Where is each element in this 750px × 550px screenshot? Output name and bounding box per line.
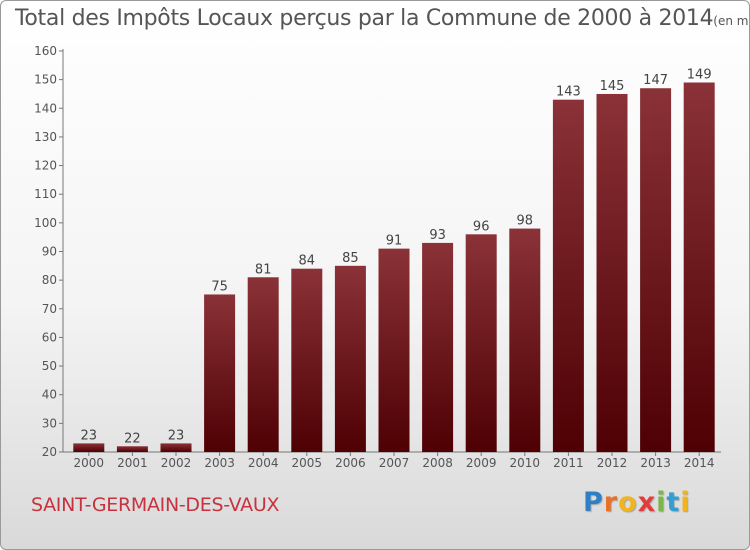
bar: [291, 268, 323, 452]
y-tick-label: 20: [42, 445, 57, 459]
logo-letter: i: [680, 487, 691, 518]
bar: [683, 82, 715, 452]
bar: [204, 294, 236, 452]
y-tick-label: 60: [42, 330, 57, 344]
y-tick-label: 70: [42, 302, 57, 316]
logo-letter: r: [603, 487, 619, 518]
x-tick-label: 2013: [640, 456, 671, 470]
bar-value-label: 23: [168, 428, 185, 443]
y-tick-label: 30: [42, 416, 57, 430]
proxiti-logo: Proxiti: [583, 487, 691, 518]
bar: [509, 228, 541, 452]
chart-title-text: Total des Impôts Locaux perçus par la Co…: [15, 6, 714, 31]
axes: 20 30 40 50 60 70 80 90 100 110 120 130 140 150 160 200…: [34, 44, 721, 470]
bar: [465, 234, 497, 452]
bar: [160, 443, 192, 452]
x-tick-label: 2011: [553, 456, 584, 470]
bar: [334, 265, 366, 452]
y-tick-label: 130: [34, 130, 57, 144]
bar-value-label: 96: [473, 219, 490, 234]
y-tick-label: 110: [34, 187, 57, 201]
bar: [640, 88, 672, 452]
bar-value-label: 75: [211, 279, 228, 294]
y-tick-label: 150: [34, 73, 57, 87]
bar-value-label: 91: [386, 234, 403, 249]
bar: [73, 443, 105, 452]
bar: [116, 446, 148, 452]
x-tick-label: 2002: [161, 456, 192, 470]
x-tick-label: 2000: [74, 456, 105, 470]
bar-value-label: 98: [517, 214, 534, 229]
bar-value-label: 85: [342, 251, 359, 266]
y-tick-label: 80: [42, 273, 57, 287]
chart-unit: (en milliers d'€): [713, 14, 749, 28]
bar: [552, 99, 584, 452]
x-tick-label: 2010: [510, 456, 541, 470]
bar: [247, 277, 279, 452]
bar-value-label: 145: [600, 79, 625, 94]
logo-letter: t: [666, 487, 681, 518]
x-tick-label: 2006: [335, 456, 366, 470]
x-tick-label: 2003: [204, 456, 235, 470]
x-tick-label: 2007: [379, 456, 410, 470]
y-tick-label: 100: [34, 216, 57, 230]
value-labels: 23 22 23 75 81 84 85 91 93 96 98 143 145 147 149: [81, 68, 712, 447]
x-tick-label: 2004: [248, 456, 279, 470]
chart-title: Total des Impôts Locaux perçus par la Co…: [15, 6, 749, 31]
bar-value-label: 22: [124, 431, 141, 446]
x-tick-label: 2001: [117, 456, 148, 470]
y-tick-label: 160: [34, 44, 57, 58]
y-tick-label: 90: [42, 245, 57, 259]
x-tick-label: 2009: [466, 456, 497, 470]
x-tick-label: 2008: [422, 456, 453, 470]
x-tick-label: 2005: [292, 456, 323, 470]
bar-value-label: 93: [429, 228, 446, 243]
commune-name: SAINT-GERMAIN-DES-VAUX: [31, 494, 280, 516]
logo-letter: i: [656, 487, 667, 518]
x-tick-label: 2012: [597, 456, 628, 470]
bar: [378, 248, 410, 452]
logo-letter: x: [637, 487, 657, 518]
bar: [596, 93, 628, 452]
bar-value-label: 149: [687, 68, 712, 83]
bar-value-label: 84: [299, 254, 316, 269]
y-tick-label: 120: [34, 159, 57, 173]
y-tick-label: 140: [34, 101, 57, 115]
bar: [422, 242, 454, 452]
bar-value-label: 147: [643, 73, 668, 88]
bars: [73, 82, 715, 452]
y-tick-label: 40: [42, 388, 57, 402]
y-tick-label: 50: [42, 359, 57, 373]
bar-value-label: 23: [81, 428, 98, 443]
bar-value-label: 81: [255, 262, 272, 277]
logo-letter: o: [618, 487, 638, 518]
logo-letter: P: [583, 487, 604, 518]
bar-value-label: 143: [556, 85, 581, 100]
x-tick-label: 2014: [684, 456, 715, 470]
